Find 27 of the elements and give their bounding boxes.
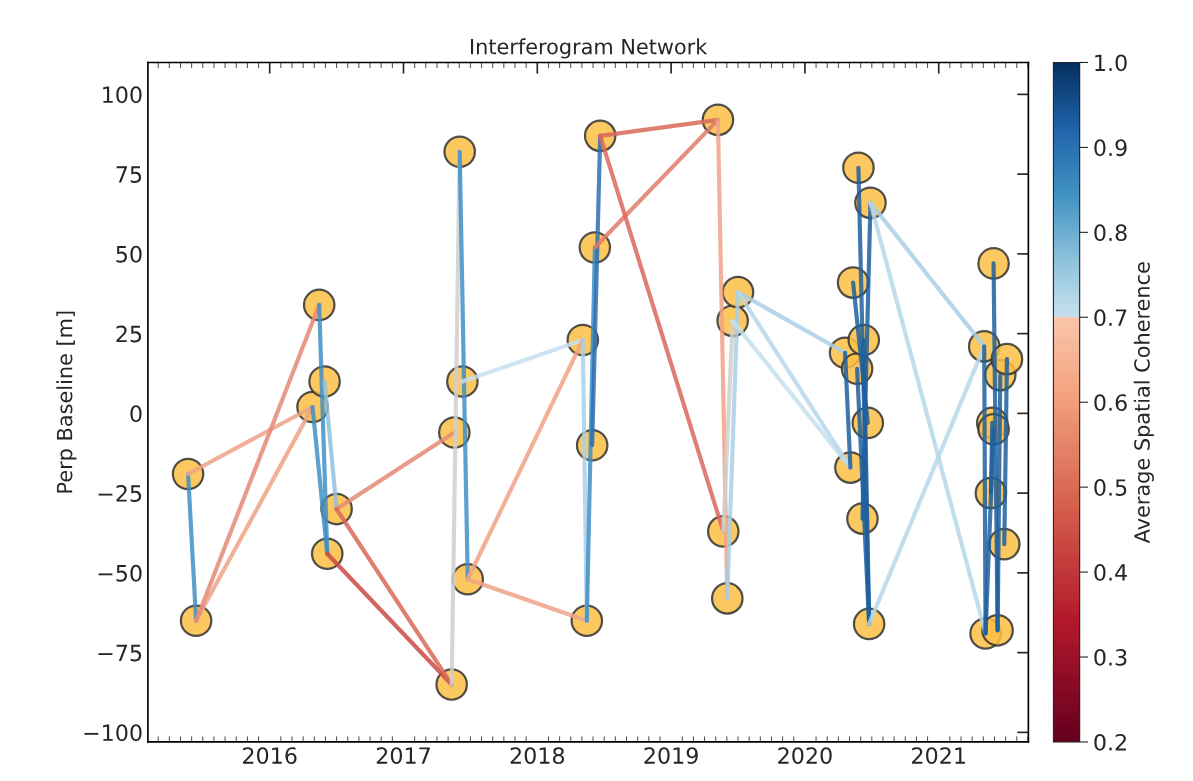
y-axis-title: Perp Baseline [m]: [56, 311, 77, 493]
color-bar-label: 0.4: [1094, 564, 1127, 581]
y-tick-label: −75: [98, 644, 142, 662]
x-tick-label: 2019: [644, 747, 698, 765]
x-tick-label: 2016: [243, 747, 297, 765]
color-bar-label: 0.5: [1094, 479, 1127, 496]
color-bar-label: 0.3: [1094, 648, 1127, 666]
color-bar-title: Average Spatial Coherence: [1133, 262, 1154, 544]
y-tick-label: 50: [116, 245, 142, 263]
y-tick-label: −50: [98, 564, 142, 582]
color-bar-label: 0.7: [1094, 309, 1127, 327]
y-tick-label: 0: [130, 405, 142, 423]
color-bar-label: 0.6: [1094, 394, 1127, 411]
x-tick-label: 2020: [778, 747, 832, 765]
x-tick-label: 2021: [912, 747, 965, 765]
color-bar-label: 0.9: [1094, 139, 1127, 157]
x-tick-label: 2018: [510, 747, 565, 765]
color-bar-label: 0.2: [1094, 733, 1126, 751]
x-tick-label: 2017: [376, 747, 430, 765]
y-tick-label: −100: [84, 724, 142, 742]
y-tick-label: 100: [103, 86, 142, 104]
y-tick-label: 25: [116, 325, 142, 343]
y-tick-label: 75: [116, 166, 142, 183]
color-bar-label: 0.8: [1094, 224, 1127, 242]
y-tick-label: −25: [98, 485, 142, 502]
chart-title: Interferogram Network: [471, 38, 708, 59]
color-bar-label: 1.0: [1095, 54, 1127, 72]
